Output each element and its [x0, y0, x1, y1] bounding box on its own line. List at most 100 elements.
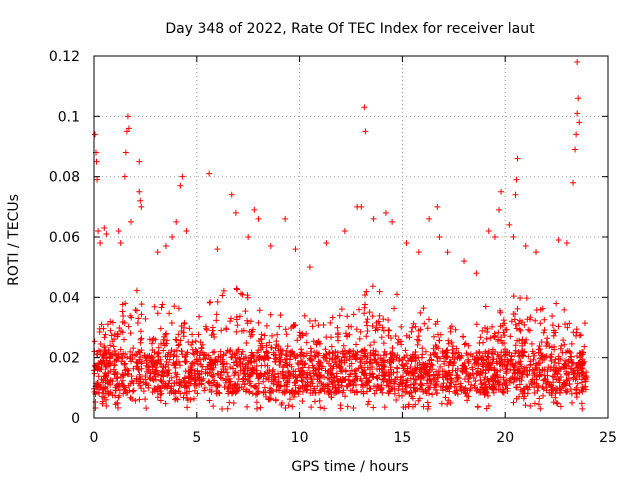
data-point	[244, 377, 251, 384]
data-point	[521, 364, 528, 371]
data-point	[430, 351, 437, 358]
data-point	[525, 353, 532, 360]
data-point	[417, 364, 424, 371]
data-point	[379, 389, 386, 396]
data-point	[511, 316, 518, 323]
data-point	[461, 341, 468, 348]
data-point	[510, 293, 517, 300]
data-point	[561, 341, 568, 348]
data-point	[173, 336, 180, 343]
data-point	[559, 349, 566, 356]
data-point	[574, 380, 581, 387]
data-point	[353, 326, 360, 333]
data-point	[171, 380, 178, 387]
data-point	[261, 332, 268, 339]
data-point	[445, 362, 452, 369]
data-point	[199, 341, 206, 348]
data-point	[344, 313, 351, 320]
data-point	[330, 349, 337, 356]
data-point	[115, 227, 122, 234]
data-point	[424, 325, 431, 332]
data-point	[289, 403, 296, 410]
data-point	[285, 369, 292, 376]
axis-ticks: 0 5 10 15 20 25 0 0.02 0.04 0.06 0.08 0.1 0.12	[49, 49, 617, 446]
data-point	[551, 367, 558, 374]
data-point	[483, 335, 490, 342]
data-point	[570, 179, 577, 186]
data-point	[211, 348, 218, 355]
data-point	[341, 227, 348, 234]
data-point	[394, 352, 401, 359]
data-point	[398, 341, 405, 348]
data-point	[130, 387, 137, 394]
data-point	[101, 346, 108, 353]
data-point	[121, 360, 128, 367]
data-point	[125, 382, 132, 389]
data-point	[560, 337, 567, 344]
data-point	[434, 354, 441, 361]
data-point	[447, 328, 454, 335]
data-point	[314, 383, 321, 390]
data-point	[490, 389, 497, 396]
data-point	[241, 381, 248, 388]
data-point	[309, 323, 316, 330]
data-point	[434, 318, 441, 325]
data-point	[320, 321, 327, 328]
data-point	[164, 370, 171, 377]
data-point	[107, 376, 114, 383]
data-point	[500, 389, 507, 396]
data-point	[356, 306, 363, 313]
data-point	[244, 317, 251, 324]
data-point	[166, 356, 173, 363]
data-point	[537, 346, 544, 353]
data-point	[393, 397, 400, 404]
data-point	[234, 362, 241, 369]
data-point	[145, 366, 152, 373]
data-point	[211, 333, 218, 340]
data-point	[416, 359, 423, 366]
data-point	[289, 387, 296, 394]
data-point	[323, 334, 330, 341]
data-point	[309, 362, 316, 369]
data-point	[97, 240, 104, 247]
data-point	[131, 352, 138, 359]
data-point	[537, 350, 544, 357]
data-point	[395, 383, 402, 390]
data-point	[100, 351, 107, 358]
data-point	[171, 303, 178, 310]
data-point	[353, 389, 360, 396]
data-point	[148, 359, 155, 366]
data-point	[194, 368, 201, 375]
data-point	[247, 371, 254, 378]
data-point	[415, 397, 422, 404]
data-point	[223, 326, 230, 333]
data-point	[175, 388, 182, 395]
data-point	[167, 351, 174, 358]
data-point	[363, 319, 370, 326]
data-point	[563, 240, 570, 247]
data-point	[282, 404, 289, 411]
data-point	[395, 387, 402, 394]
data-point	[346, 356, 353, 363]
data-point	[551, 359, 558, 366]
data-point	[517, 327, 524, 334]
data-point	[335, 362, 342, 369]
data-point	[329, 356, 336, 363]
data-point	[385, 326, 392, 333]
data-point	[523, 336, 530, 343]
data-point	[119, 301, 126, 308]
data-point	[563, 377, 570, 384]
data-point	[196, 313, 203, 320]
data-point	[458, 387, 465, 394]
data-point	[226, 375, 233, 382]
data-point	[122, 389, 129, 396]
data-point	[295, 391, 302, 398]
data-point	[335, 337, 342, 344]
data-point	[142, 381, 149, 388]
data-point	[578, 400, 585, 407]
data-point	[239, 348, 246, 355]
data-point	[524, 390, 531, 397]
data-point	[160, 336, 167, 343]
data-point	[516, 381, 523, 388]
data-point	[127, 394, 134, 401]
